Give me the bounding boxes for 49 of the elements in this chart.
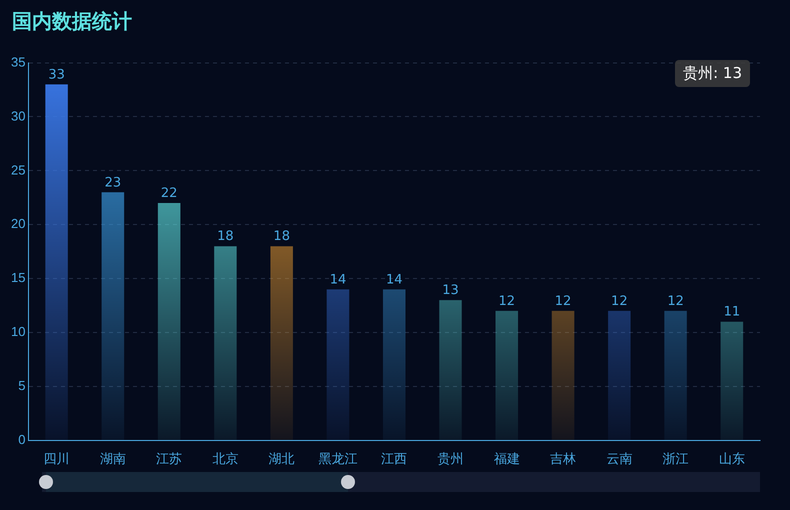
data-label: 12 [554, 294, 572, 309]
chart-title: 国内数据统计 [12, 8, 132, 35]
bar [720, 322, 744, 440]
data-label: 18 [217, 229, 234, 244]
bar [270, 246, 293, 440]
y-tick-label: 30 [10, 108, 26, 124]
data-label: 14 [386, 272, 403, 288]
data-label: 14 [330, 272, 346, 288]
data-label: 23 [104, 175, 122, 190]
x-tick-label: 贵州 [438, 450, 464, 466]
x-tick-label: 山东 [718, 450, 745, 466]
y-tick-label: 10 [10, 324, 26, 340]
data-label: 12 [611, 294, 628, 309]
y-tick-label: 35 [10, 54, 26, 70]
x-tick-label: 湖北 [268, 450, 295, 466]
data-label: 18 [273, 229, 290, 244]
data-label: 12 [498, 294, 516, 309]
x-tick-label: 浙江 [662, 450, 689, 466]
data-label: 11 [724, 304, 740, 320]
data-label: 22 [160, 186, 178, 202]
y-tick-label: 0 [18, 432, 26, 447]
annotation: 贵州: 13 [675, 60, 750, 87]
y-tick-label: 25 [10, 162, 26, 178]
x-tick-label: 江西 [381, 450, 408, 466]
data-label: 13 [442, 283, 459, 298]
bar [439, 300, 462, 440]
data-label: 33 [48, 67, 65, 82]
x-tick-label: 江苏 [156, 450, 182, 466]
x-tick-label: 云南 [606, 450, 632, 466]
bar [608, 310, 631, 440]
x-tick-label: 黑龙江 [318, 450, 358, 466]
bar [158, 203, 180, 440]
x-tick-label: 吉林 [550, 450, 576, 466]
x-tick-label: 福建 [494, 450, 520, 466]
data-label: 12 [667, 294, 684, 309]
y-tick-label: 20 [10, 216, 26, 232]
y-tick-label: 15 [10, 270, 26, 286]
bar [664, 310, 687, 440]
x-tick-label: 北京 [212, 450, 238, 466]
y-tick-label: 5 [18, 378, 26, 394]
bar [45, 84, 68, 440]
bar [102, 192, 124, 440]
bar [214, 246, 237, 440]
bar [382, 289, 406, 440]
x-tick-label: 四川 [44, 450, 70, 466]
x-tick-label: 湖南 [100, 450, 126, 466]
bar [496, 310, 518, 440]
bar [326, 289, 350, 440]
bar [552, 310, 574, 440]
